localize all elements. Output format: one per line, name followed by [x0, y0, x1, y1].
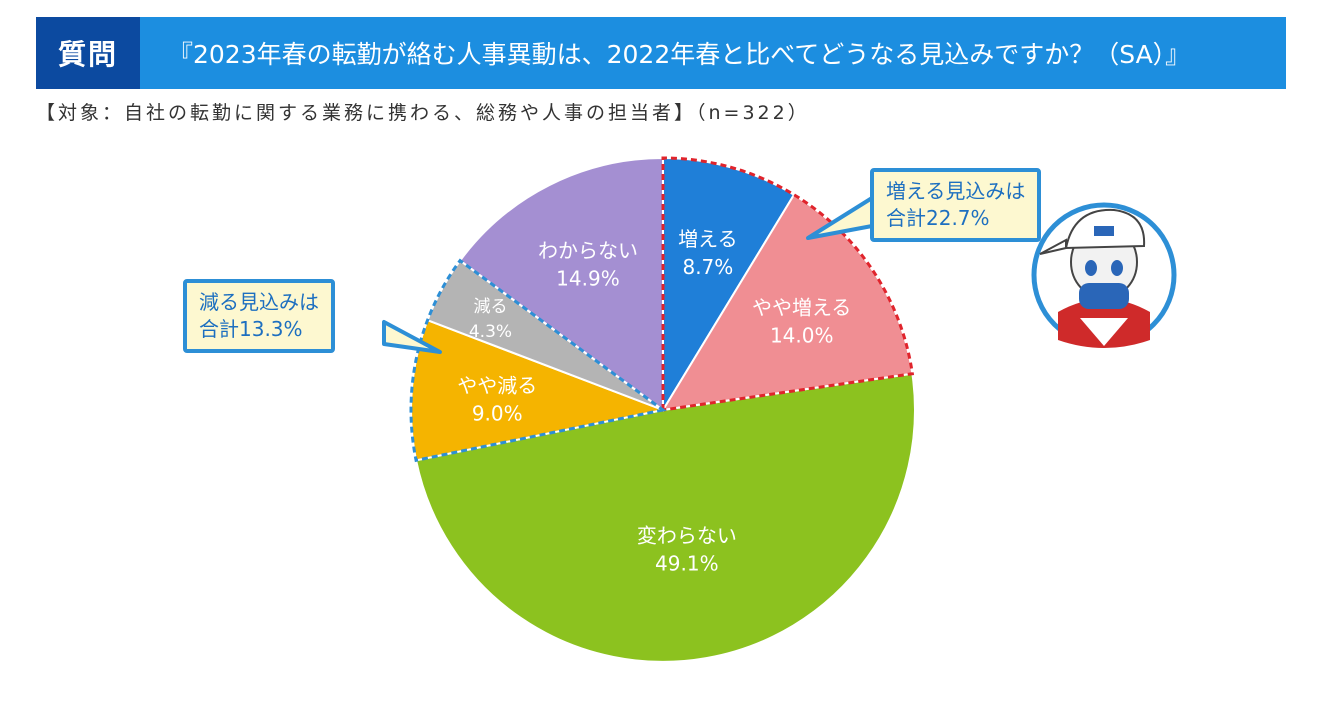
slice-label: やや減る [457, 373, 537, 397]
slice-label: 増える [678, 227, 737, 251]
slice-value: 14.0% [770, 323, 834, 347]
slice-value: 9.0% [472, 401, 523, 425]
slice-value: 14.9% [556, 267, 620, 291]
slice-no-change [414, 372, 916, 663]
question-header: 質問 『2023年春の転勤が絡む人事異動は、2022年春と比べてどうなる見込みで… [36, 17, 1286, 89]
mascot-icon [1031, 202, 1177, 348]
decrease-callout-line2: 合計13.3% [199, 317, 303, 341]
question-text: 『2023年春の転勤が絡む人事異動は、2022年春と比べてどうなる見込みですか？… [168, 40, 1191, 69]
slice-value: 4.3% [469, 322, 512, 342]
slice-value: 8.7% [682, 255, 733, 279]
increase-callout-line2: 合計22.7% [886, 206, 990, 230]
slice-label: 変わらない [637, 524, 737, 548]
slice-unknown [458, 156, 664, 412]
slice-label: やや増える [752, 295, 851, 319]
decrease-group-outline [409, 258, 667, 463]
increase-group-outline [661, 156, 915, 412]
decrease-callout: 減る見込みは 合計13.3% [183, 279, 335, 353]
target-subtitle: 【対象：自社の転勤に関する業務に携わる、総務や人事の担当者】（n=322） [36, 102, 810, 124]
increase-callout: 増える見込みは 合計22.7% [870, 168, 1042, 242]
slice-label: わからない [538, 239, 638, 263]
question-label: 質問 [36, 17, 140, 89]
increase-callout-line1: 増える見込みは [886, 179, 1026, 203]
decrease-callout-pointer [382, 320, 442, 354]
slice-label: 減る [473, 297, 507, 317]
slice-value: 49.1% [655, 552, 719, 576]
decrease-callout-line1: 減る見込みは [199, 290, 319, 314]
